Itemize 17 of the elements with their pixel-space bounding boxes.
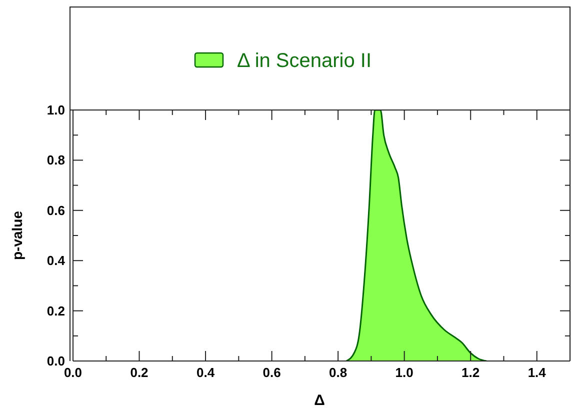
x-tick-label: 0.6 xyxy=(262,365,281,380)
y-tick-label: 0.4 xyxy=(46,253,66,268)
x-axis-title: Δ xyxy=(314,392,326,408)
y-tick-label: 0.0 xyxy=(46,354,65,368)
legend-label: Δ in Scenario II xyxy=(237,50,372,72)
y-tick-label: 1.0 xyxy=(46,102,65,118)
x-tick-label: 1.0 xyxy=(395,365,414,380)
y-tick-label: 0.8 xyxy=(46,152,65,168)
x-tick-label: 1.2 xyxy=(462,365,480,380)
x-tick-label: 0.0 xyxy=(64,365,82,380)
y-tick-label: 0.2 xyxy=(46,303,65,318)
x-tick-label: 0.4 xyxy=(196,365,216,380)
y-tick-label: 0.6 xyxy=(46,202,65,218)
x-tick-label: 0.2 xyxy=(130,365,148,380)
x-tick-label: 1.4 xyxy=(528,365,547,380)
x-tick-label: 0.8 xyxy=(329,365,348,380)
y-axis-title: p-value xyxy=(9,210,25,260)
